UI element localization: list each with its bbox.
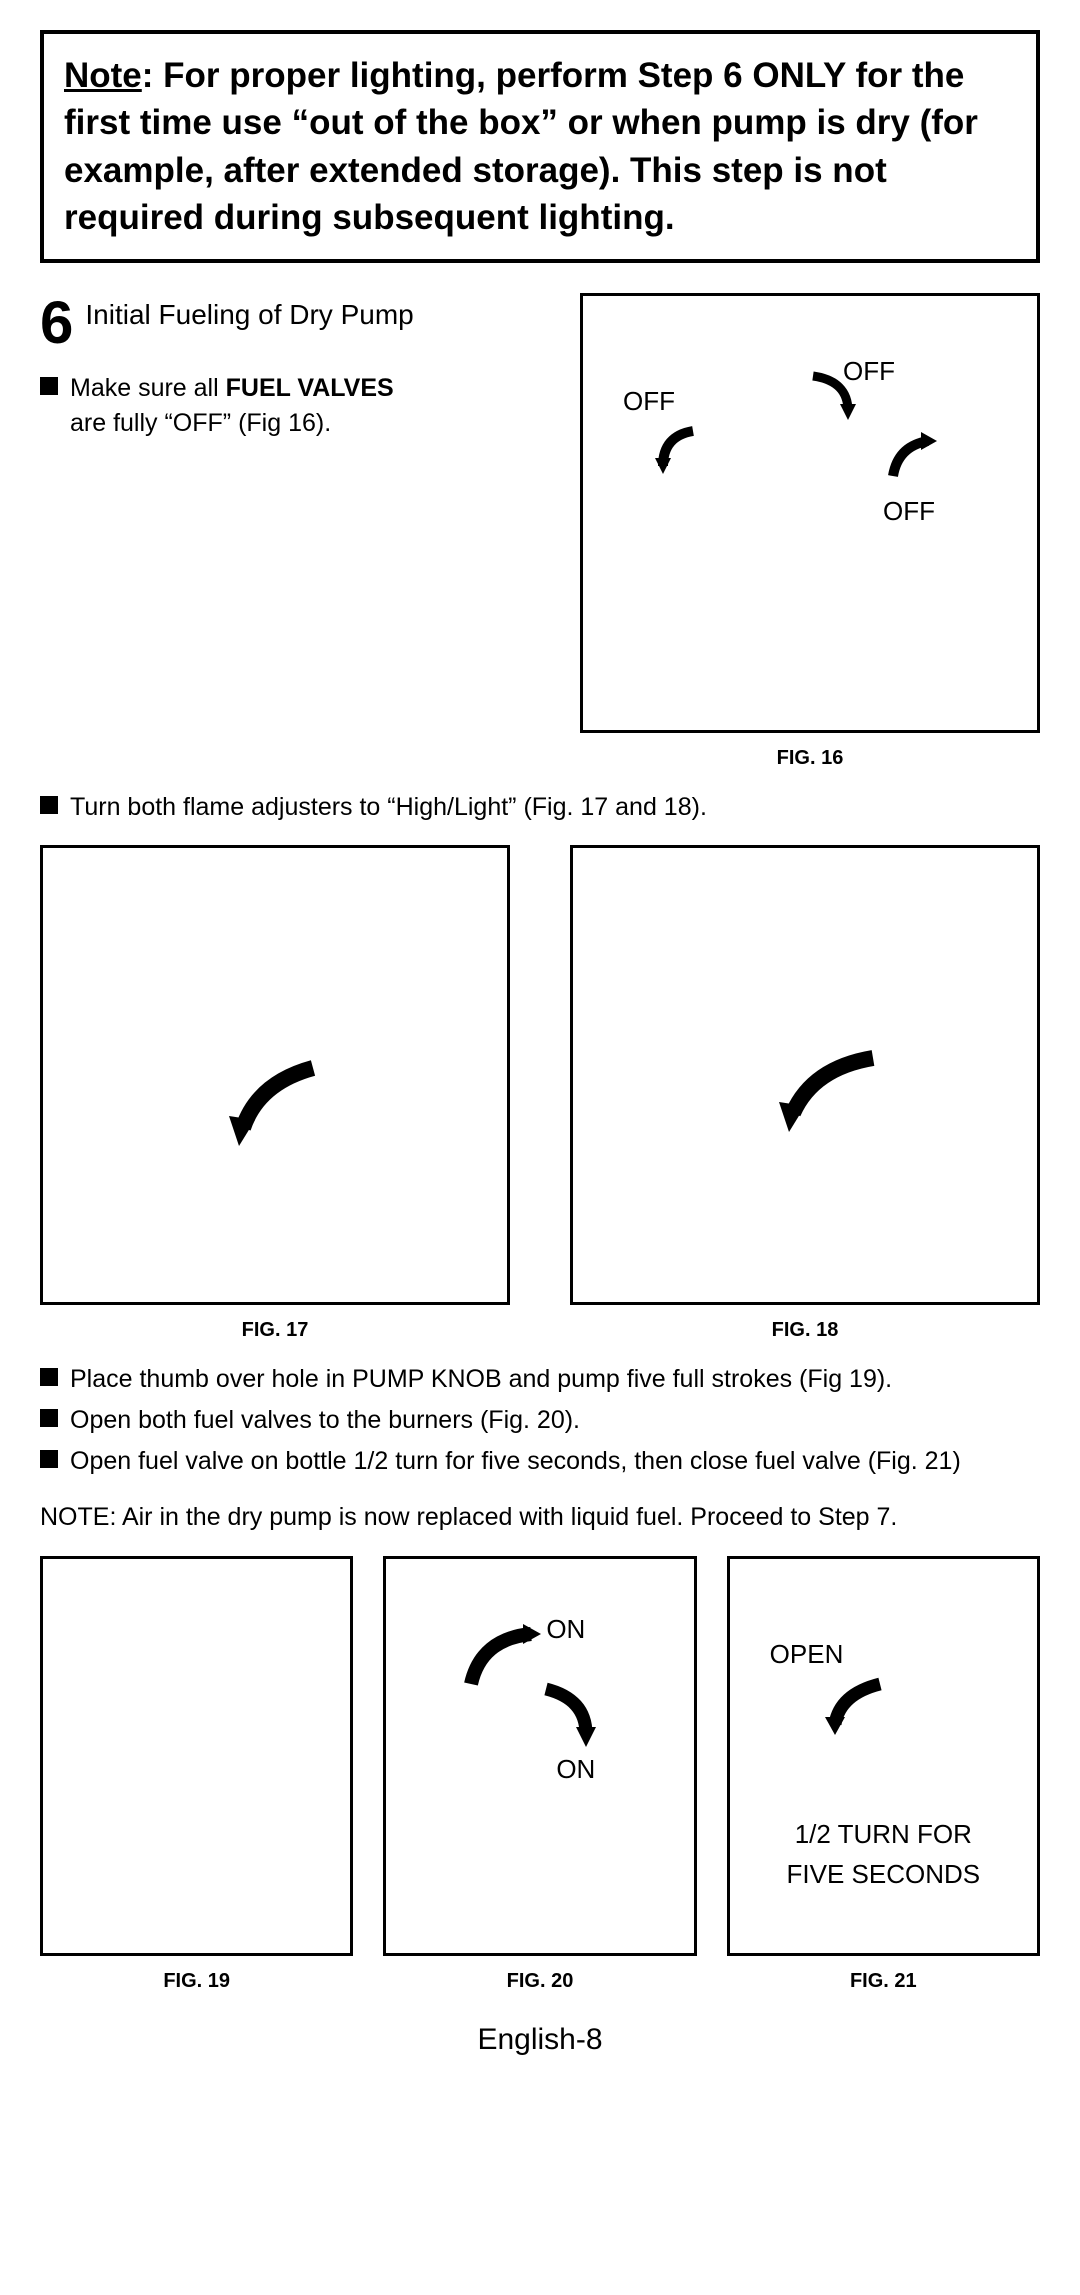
fig17-box bbox=[40, 845, 510, 1305]
arrow-icon bbox=[753, 1038, 903, 1148]
fig18-caption: FIG. 18 bbox=[570, 1319, 1040, 1342]
fig16-container: OFF OFF OFF FIG. 16 bbox=[580, 293, 1040, 770]
arrow-icon bbox=[203, 1048, 343, 1168]
step-title: Initial Fueling of Dry Pump bbox=[85, 299, 413, 331]
fig21-caption: FIG. 21 bbox=[727, 1970, 1040, 1993]
fig19-caption: FIG. 19 bbox=[40, 1970, 353, 1993]
note-box: Note: For proper lighting, perform Step … bbox=[40, 30, 1040, 263]
step-row: 6 Initial Fueling of Dry Pump Make sure … bbox=[40, 293, 1040, 770]
note-text: Note: For proper lighting, perform Step … bbox=[64, 52, 1016, 241]
fig20-on1: ON bbox=[546, 1614, 585, 1645]
fig21-line1: 1/2 TURN FOR bbox=[730, 1819, 1037, 1850]
fig21-open: OPEN bbox=[770, 1639, 844, 1670]
note-prefix: Note bbox=[64, 56, 142, 95]
bullet-flame-adjusters: Turn both flame adjusters to “High/Light… bbox=[40, 790, 1040, 825]
fig20-box: ON ON bbox=[383, 1556, 696, 1956]
fig16-caption: FIG. 16 bbox=[580, 747, 1040, 770]
bullet-bottle-valve: Open fuel valve on bottle 1/2 turn for f… bbox=[40, 1444, 1040, 1479]
arrow-icon bbox=[873, 426, 943, 496]
bullet-open-valves: Open both fuel valves to the burners (Fi… bbox=[40, 1403, 1040, 1438]
step-number: 6 bbox=[40, 293, 73, 353]
arrow-icon bbox=[793, 356, 873, 436]
fig21-box: OPEN 1/2 TURN FOR FIVE SECONDS bbox=[727, 1556, 1040, 1956]
fig19-21-row: FIG. 19 ON ON FIG. 20 OPEN 1/2 TURN FOR … bbox=[40, 1556, 1040, 1993]
arrow-icon bbox=[643, 416, 713, 486]
arrow-icon bbox=[526, 1669, 616, 1759]
fig16-box: OFF OFF OFF bbox=[580, 293, 1040, 733]
step-header: 6 Initial Fueling of Dry Pump bbox=[40, 293, 560, 353]
page-number: English-8 bbox=[40, 2023, 1040, 2057]
fig17-caption: FIG. 17 bbox=[40, 1319, 510, 1342]
bullet-fuel-valves: Make sure all FUEL VALVES are fully “OFF… bbox=[40, 371, 560, 441]
bullet-pump-knob: Place thumb over hole in PUMP KNOB and p… bbox=[40, 1362, 1040, 1397]
fig17-18-row: FIG. 17 FIG. 18 bbox=[40, 845, 1040, 1342]
arrow-icon bbox=[810, 1669, 900, 1749]
note-air-line: NOTE: Air in the dry pump is now replace… bbox=[40, 1503, 1040, 1532]
fig19-box bbox=[40, 1556, 353, 1956]
note-body: : For proper lighting, perform Step 6 ON… bbox=[64, 56, 978, 237]
fig20-caption: FIG. 20 bbox=[383, 1970, 696, 1993]
fig16-off3: OFF bbox=[883, 496, 935, 527]
fig18-box bbox=[570, 845, 1040, 1305]
fig16-off1: OFF bbox=[623, 386, 675, 417]
fig21-line2: FIVE SECONDS bbox=[730, 1859, 1037, 1890]
